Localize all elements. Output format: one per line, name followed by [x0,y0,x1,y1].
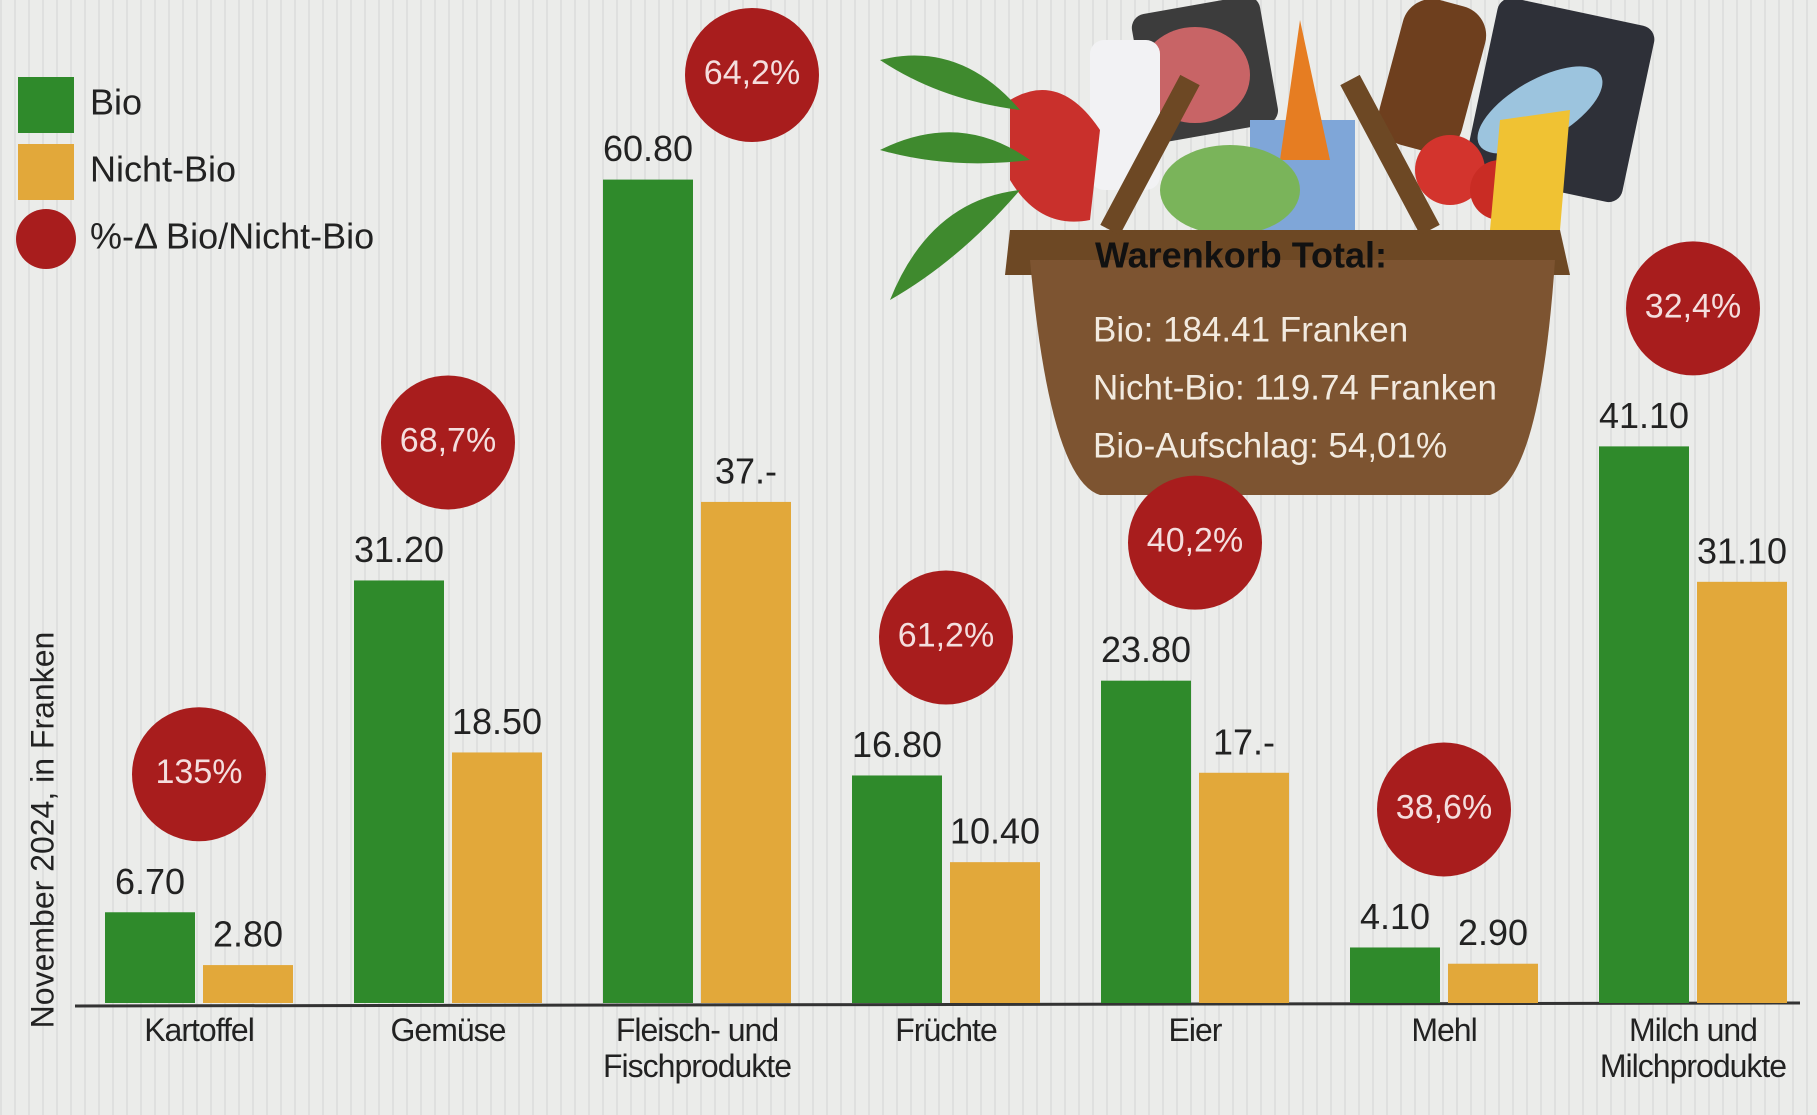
legend-swatch [16,209,76,269]
percent-label: 61,2% [898,616,994,654]
x-tick-label: Eier [1168,1012,1223,1048]
bar [603,179,693,1003]
percent-label: 64,2% [704,54,800,92]
x-tick-label: Gemüse [390,1012,507,1048]
bar [105,912,195,1003]
y-axis-label: November 2024, in Franken [24,632,60,1029]
x-tick-label-box: Fleisch- und Fischprodukte [603,1012,792,1084]
percent-circle [1128,475,1262,610]
value-label: 16.80 [852,724,942,765]
x-tick-label-box: Gemüse [390,1012,507,1048]
legend-label: %-Δ Bio/Nicht-Bio [90,216,374,257]
x-tick-label: Früchte [895,1012,997,1048]
percent-circle [685,8,819,142]
basket-line: Bio-Aufschlag: 54,01% [1093,426,1447,465]
value-label: 2.90 [1458,912,1528,953]
baseline [74,1001,1801,1008]
bar [1448,963,1538,1003]
x-tick-label: Fleisch- und Fischprodukte [603,1012,792,1084]
value-label: 6.70 [115,861,185,902]
basket-title: Warenkorb Total: [1095,235,1387,276]
bar [1101,680,1191,1003]
bar [1697,581,1787,1003]
legend-label: Bio [90,82,142,123]
percent-circle [1377,742,1511,877]
value-label: 18.50 [452,701,542,742]
bar [1350,947,1440,1003]
x-tick-label-box: Früchte [895,1012,997,1048]
percent-label: 32,4% [1645,287,1741,325]
x-tick-label-box: Eier [1168,1012,1223,1048]
bar [852,775,942,1003]
bar [1599,446,1689,1004]
percent-circle [879,570,1013,705]
value-label: 23.80 [1101,629,1191,670]
percent-label: 68,7% [400,421,496,459]
basket-line: Nicht-Bio: 119.74 Franken [1093,368,1497,407]
bar [950,862,1040,1003]
legend-swatch [18,77,74,133]
value-label: 17.- [1213,721,1275,762]
x-tick-label: Mehl [1411,1012,1477,1048]
value-label: 37.- [715,450,777,491]
percent-circle [1626,241,1760,376]
x-tick-label-box: Mehl [1411,1012,1477,1048]
value-label: 4.10 [1360,896,1430,937]
value-label: 41.10 [1599,395,1689,436]
basket-line: Bio: 184.41 Franken [1093,310,1408,349]
bar [354,580,444,1003]
percent-label: 40,2% [1147,522,1243,560]
value-label: 31.10 [1697,530,1787,571]
x-tick-label-box: Kartoffel [144,1012,255,1048]
bar [203,965,293,1003]
x-tick-label: Milch und Milchprodukte [1599,1012,1787,1084]
value-label: 2.80 [213,914,283,955]
bar [701,501,791,1003]
value-label: 31.20 [354,529,444,570]
legend-label: Nicht-Bio [90,149,236,190]
value-label: 10.40 [950,811,1040,852]
x-tick-label: Kartoffel [144,1012,255,1048]
bar [452,752,542,1003]
bar [1199,772,1289,1003]
legend-swatch [18,144,74,200]
percent-circle [381,375,515,510]
percent-label: 38,6% [1396,788,1492,826]
percent-circle [132,707,266,842]
percent-label: 135% [156,753,243,791]
value-label: 60.80 [603,128,693,169]
basket-illustration [880,0,1655,495]
x-tick-label-box: Milch und Milchprodukte [1599,1012,1787,1084]
